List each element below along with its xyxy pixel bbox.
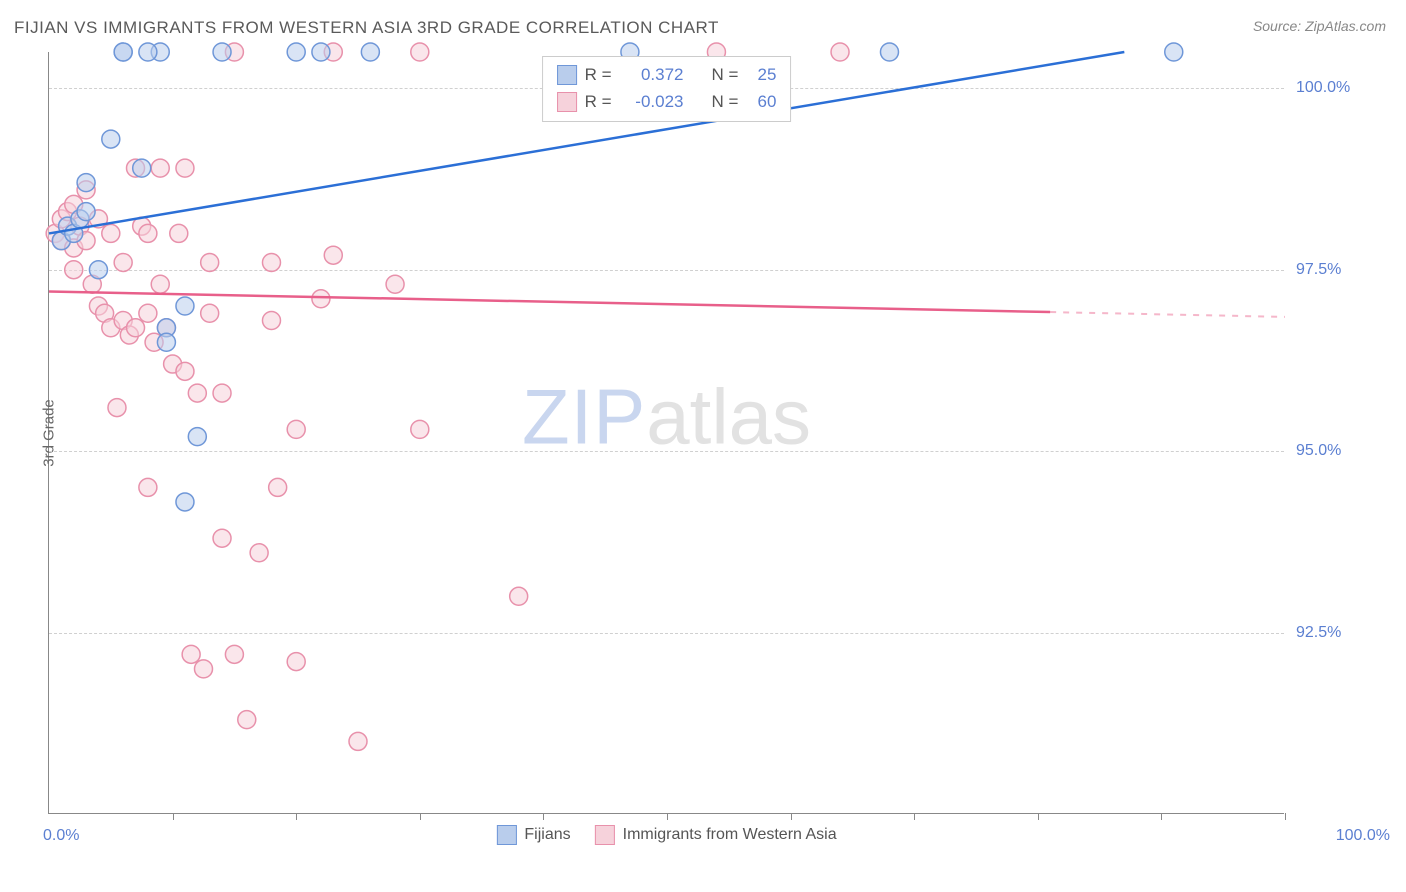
trend-line (49, 291, 1050, 312)
data-point (831, 43, 849, 61)
correlation-legend: R = 0.372 N = 25 R = -0.023 N = 60 (542, 56, 792, 122)
data-point (139, 43, 157, 61)
data-point (127, 319, 145, 337)
legend-label-fijians: Fijians (524, 826, 570, 844)
n-label: N = (712, 61, 739, 88)
swatch-wasia (595, 825, 615, 845)
data-point (225, 645, 243, 663)
data-point (349, 732, 367, 750)
data-point (880, 43, 898, 61)
chart-title: FIJIAN VS IMMIGRANTS FROM WESTERN ASIA 3… (14, 18, 719, 38)
data-point (151, 159, 169, 177)
r-value-fijians: 0.372 (620, 61, 684, 88)
data-point (213, 384, 231, 402)
data-point (108, 399, 126, 417)
swatch-wasia (557, 92, 577, 112)
legend-item-fijians: Fijians (496, 825, 570, 845)
n-value-fijians: 25 (746, 61, 776, 88)
data-point (312, 290, 330, 308)
data-point (195, 660, 213, 678)
data-point (139, 304, 157, 322)
data-point (411, 420, 429, 438)
data-point (176, 493, 194, 511)
data-point (1165, 43, 1183, 61)
data-point (151, 275, 169, 293)
data-point (411, 43, 429, 61)
data-point (133, 159, 151, 177)
data-point (77, 174, 95, 192)
y-tick-label: 95.0% (1296, 442, 1386, 460)
n-value-wasia: 60 (746, 88, 776, 115)
data-point (287, 43, 305, 61)
data-point (250, 544, 268, 562)
data-point (262, 253, 280, 271)
x-tick (296, 813, 297, 820)
legend-item-wasia: Immigrants from Western Asia (595, 825, 837, 845)
data-point (312, 43, 330, 61)
data-point (176, 159, 194, 177)
data-point (238, 711, 256, 729)
data-point (269, 478, 287, 496)
data-point (114, 253, 132, 271)
x-axis-max-label: 100.0% (1336, 827, 1390, 845)
data-point (170, 224, 188, 242)
swatch-fijians (496, 825, 516, 845)
legend-row-fijians: R = 0.372 N = 25 (557, 61, 777, 88)
data-point (213, 43, 231, 61)
data-point (89, 261, 107, 279)
r-value-wasia: -0.023 (620, 88, 684, 115)
x-tick (791, 813, 792, 820)
x-tick (543, 813, 544, 820)
legend-label-wasia: Immigrants from Western Asia (623, 826, 837, 844)
data-point (65, 261, 83, 279)
data-point (139, 478, 157, 496)
r-label: R = (585, 88, 612, 115)
data-point (182, 645, 200, 663)
x-tick (173, 813, 174, 820)
source-attribution: Source: ZipAtlas.com (1253, 18, 1386, 34)
data-point (139, 224, 157, 242)
data-point (213, 529, 231, 547)
data-point (114, 43, 132, 61)
y-tick-label: 92.5% (1296, 624, 1386, 642)
data-point (287, 653, 305, 671)
data-point (386, 275, 404, 293)
y-tick-label: 100.0% (1296, 79, 1386, 97)
data-point (188, 428, 206, 446)
x-axis-min-label: 0.0% (43, 827, 79, 845)
data-point (188, 384, 206, 402)
data-point (102, 130, 120, 148)
data-point (324, 246, 342, 264)
data-point (201, 253, 219, 271)
data-point (102, 224, 120, 242)
data-point (510, 587, 528, 605)
x-tick (667, 813, 668, 820)
x-tick (1161, 813, 1162, 820)
y-tick-label: 97.5% (1296, 261, 1386, 279)
x-tick (1038, 813, 1039, 820)
series-legend: Fijians Immigrants from Western Asia (496, 825, 836, 845)
plot-area: 3rd Grade ZIPatlas 92.5%95.0%97.5%100.0%… (48, 52, 1284, 814)
legend-row-wasia: R = -0.023 N = 60 (557, 88, 777, 115)
x-tick (1285, 813, 1286, 820)
scatter-svg (49, 52, 1284, 813)
data-point (176, 362, 194, 380)
x-tick (420, 813, 421, 820)
x-tick (914, 813, 915, 820)
data-point (77, 203, 95, 221)
data-point (361, 43, 379, 61)
n-label: N = (712, 88, 739, 115)
data-point (287, 420, 305, 438)
data-point (262, 312, 280, 330)
r-label: R = (585, 61, 612, 88)
data-point (157, 333, 175, 351)
trend-line-extrapolated (1050, 312, 1285, 317)
data-point (201, 304, 219, 322)
data-point (176, 297, 194, 315)
swatch-fijians (557, 65, 577, 85)
